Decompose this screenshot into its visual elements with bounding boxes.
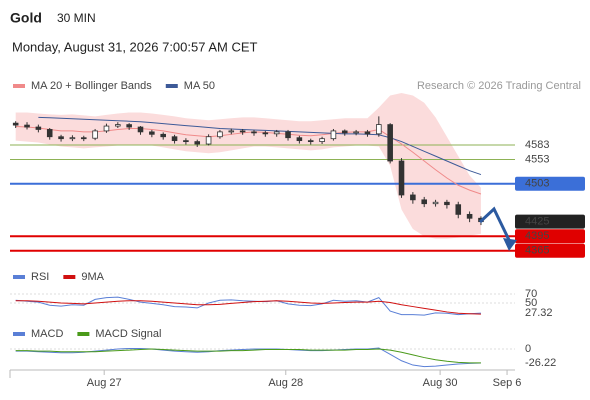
candle-body	[319, 138, 325, 142]
candle-body	[80, 137, 87, 140]
candle-body	[387, 124, 393, 162]
candle-body	[410, 194, 416, 201]
legend-swatch	[63, 275, 76, 279]
bollinger-band	[15, 93, 481, 239]
legend-label: RSI	[31, 271, 49, 283]
y-tick-label: 70	[525, 288, 537, 300]
candle-body	[455, 204, 462, 215]
legend-label: MACD	[31, 328, 63, 340]
candle-body	[46, 129, 53, 138]
level-box	[515, 214, 585, 229]
candle-body	[421, 199, 427, 205]
candle-body	[432, 201, 439, 205]
candle-body	[194, 141, 201, 145]
candle-body	[398, 160, 405, 196]
candle-body	[364, 131, 371, 135]
legend-swatch	[77, 332, 90, 336]
candle-body	[24, 124, 30, 128]
plot-layer: MA 20 + Bollinger Bands MA 50 4583 4553 4503…	[10, 80, 585, 389]
level-box	[515, 176, 585, 191]
candle-body	[103, 125, 110, 132]
candle-body	[251, 131, 257, 134]
last-value-label: -26.22	[525, 357, 556, 369]
x-tick-label: Aug 30	[423, 377, 458, 389]
level-box	[515, 229, 585, 244]
candle-body	[149, 131, 155, 135]
candle-body	[444, 201, 450, 206]
candle-body	[296, 137, 303, 142]
x-tick-label: Aug 27	[87, 377, 122, 389]
candle-body	[353, 131, 359, 134]
datetime: Monday, August 31, 2026 7:00:57 AM CET	[12, 39, 258, 54]
indicator-line	[15, 296, 481, 316]
timeframe: 30 MIN	[57, 11, 96, 25]
candle-body	[262, 132, 269, 135]
candle-body	[126, 124, 132, 128]
legend-label: MACD Signal	[95, 328, 161, 340]
candle-body	[239, 130, 246, 133]
level-label: 4425	[525, 216, 549, 228]
level-label: 4395	[525, 230, 549, 242]
candle-body	[58, 136, 64, 140]
candle-body	[330, 130, 337, 140]
indicator-line	[15, 348, 481, 364]
candle-body	[307, 140, 314, 143]
legend-swatch	[13, 275, 25, 279]
level-label: 4553	[525, 153, 549, 165]
y-tick-label: 0	[525, 343, 531, 355]
source: Research © 2026 Trading Central	[417, 80, 581, 92]
candle-body	[273, 131, 280, 135]
candle-body	[115, 124, 121, 127]
ma-line	[38, 116, 482, 176]
level-label: 4583	[525, 139, 549, 151]
legend-label: MA 20 + Bollinger Bands	[31, 80, 152, 92]
last-value-label: 27.32	[525, 307, 553, 319]
candle-body	[205, 136, 212, 145]
candle-body	[285, 131, 291, 139]
x-tick-label: Aug 28	[268, 377, 303, 389]
candle-body	[376, 124, 382, 135]
candle-body	[217, 131, 223, 138]
legend-label: 9MA	[81, 271, 104, 283]
level-label: 4365	[525, 245, 549, 257]
candle-body	[228, 130, 235, 133]
level-label: 4503	[525, 178, 549, 190]
candle-body	[69, 137, 76, 140]
indicator-line	[15, 300, 481, 315]
candle-body	[466, 213, 473, 219]
candle-body	[35, 126, 42, 130]
candle-body	[137, 126, 144, 133]
legend-label: MA 50	[184, 80, 215, 92]
x-tick-label: Sep 6	[493, 377, 522, 389]
forecast-arrow	[478, 206, 513, 245]
legend-swatch	[165, 84, 178, 88]
y-tick-label: 50	[525, 297, 537, 309]
instrument-title: Gold	[10, 10, 42, 26]
candle-body	[183, 140, 189, 143]
candle-body	[341, 130, 348, 134]
candle-body	[92, 130, 98, 139]
candle-body	[12, 122, 19, 126]
legend-swatch	[13, 332, 25, 336]
candle-body	[160, 133, 166, 138]
legend-swatch	[13, 84, 25, 88]
candle-body	[171, 136, 178, 142]
forecast-arrow-head	[503, 238, 517, 251]
level-box	[515, 243, 585, 258]
